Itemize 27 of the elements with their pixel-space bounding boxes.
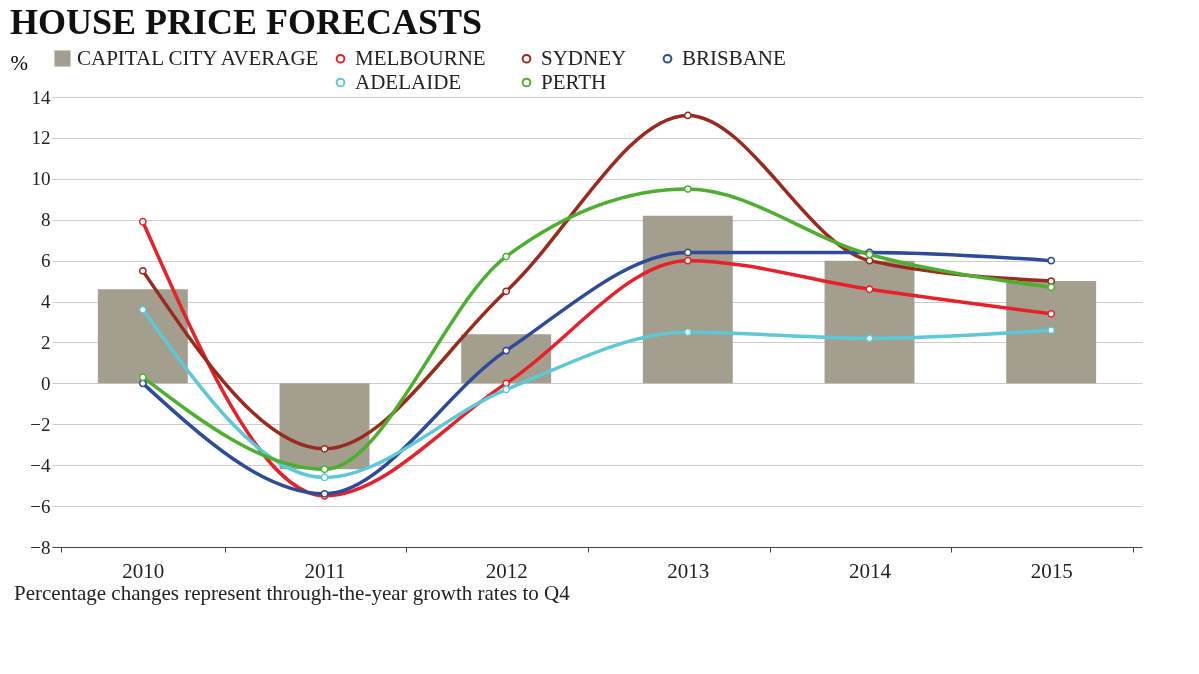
y-tick-label: 6 xyxy=(41,250,51,272)
y-tick-label: −6 xyxy=(30,495,51,517)
y-tick-label: 4 xyxy=(41,291,51,313)
chart-title: HOUSE PRICE FORECASTS xyxy=(10,2,483,42)
legend-label: SYDNEY xyxy=(541,45,627,70)
legend-label: MELBOURNE xyxy=(355,45,486,70)
y-tick-label: 10 xyxy=(31,168,51,190)
legend-label: ADELAIDE xyxy=(355,69,462,94)
y-tick-label: −4 xyxy=(30,454,51,476)
x-tick-label: 2012 xyxy=(485,558,528,583)
legend-label: BRISBANE xyxy=(682,45,786,70)
y-tick-label: −2 xyxy=(30,413,51,435)
legend-label: CAPITAL CITY AVERAGE xyxy=(77,45,319,70)
x-tick-label: 2010 xyxy=(122,558,165,583)
legend-label: PERTH xyxy=(541,69,607,94)
y-tick-label: 8 xyxy=(41,209,51,231)
y-tick-label: −8 xyxy=(30,536,51,558)
x-tick-label: 2015 xyxy=(1030,558,1073,583)
y-tick-label: 12 xyxy=(31,127,51,149)
y-tick-label: 0 xyxy=(41,372,51,394)
x-tick-label: 2014 xyxy=(849,558,892,583)
y-tick-label: 14 xyxy=(31,86,51,108)
text: Percentage changes represent through-the-year growth rates to Q4 xyxy=(14,581,571,606)
x-tick-label: 2011 xyxy=(304,558,346,583)
y-axis-title: % xyxy=(10,50,28,75)
x-tick-label: 2013 xyxy=(667,558,710,583)
y-tick-label: 2 xyxy=(41,331,51,353)
